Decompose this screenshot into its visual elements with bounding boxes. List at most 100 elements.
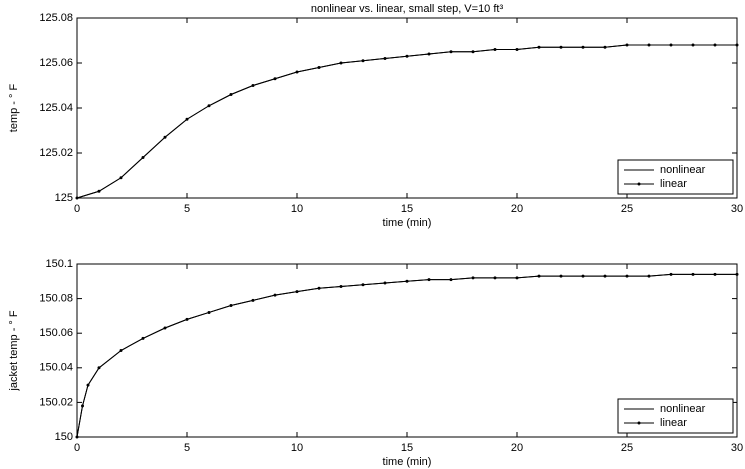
legend-label: linear	[660, 417, 687, 429]
series-marker	[427, 278, 431, 282]
series-marker	[471, 50, 475, 54]
series-marker	[493, 48, 497, 51]
series-marker	[141, 156, 145, 159]
series-marker	[361, 283, 365, 287]
series-marker	[383, 281, 387, 285]
y-tick-label: 125.04	[39, 102, 73, 114]
series-marker	[713, 43, 717, 47]
x-tick-label: 25	[621, 442, 633, 454]
series-marker	[603, 274, 607, 278]
series-marker	[581, 274, 585, 278]
series-marker	[471, 276, 475, 280]
series-marker	[581, 45, 585, 49]
series-marker	[537, 45, 541, 49]
series-marker	[449, 278, 453, 282]
series-marker	[97, 366, 101, 370]
series-marker	[251, 84, 255, 87]
series-marker	[515, 276, 519, 280]
y-tick-label: 150.1	[45, 258, 73, 270]
series-marker	[449, 50, 453, 54]
y-tick-label: 150.06	[39, 327, 73, 339]
legend-label: nonlinear	[660, 403, 706, 415]
series-marker	[559, 274, 563, 278]
series-marker	[669, 43, 673, 47]
x-tick-label: 0	[74, 442, 80, 454]
y-tick-label: 125.06	[39, 57, 73, 69]
series-marker	[119, 349, 123, 352]
series-marker	[273, 293, 277, 297]
series-marker	[339, 61, 343, 65]
x-axis-label: time (min)	[383, 217, 432, 229]
series-marker	[185, 117, 189, 121]
series-marker	[647, 43, 651, 47]
y-tick-label: 150.08	[39, 293, 73, 305]
series-marker	[251, 298, 255, 302]
series-marker	[295, 70, 299, 74]
y-tick-label: 150.04	[39, 362, 73, 374]
x-tick-label: 20	[511, 442, 523, 454]
y-tick-label: 125.02	[39, 147, 73, 159]
y-axis-label: jacket temp - ° F	[8, 310, 20, 391]
legend-label: linear	[660, 178, 687, 190]
legend-marker	[637, 182, 641, 186]
series-marker	[97, 189, 101, 193]
series-marker	[691, 272, 695, 276]
series-marker	[185, 317, 189, 321]
series-marker	[75, 196, 79, 200]
series-marker	[713, 272, 717, 276]
series-marker	[647, 274, 651, 278]
series-marker	[559, 45, 563, 49]
series-marker	[273, 77, 277, 81]
series-marker	[295, 290, 299, 294]
y-axis-label: temp - ° F	[8, 84, 20, 133]
series-marker	[735, 43, 739, 47]
series-marker	[119, 176, 123, 180]
series-marker	[229, 93, 233, 96]
series-marker	[361, 59, 365, 63]
series-marker	[339, 284, 343, 288]
y-tick-label: 150.02	[39, 396, 73, 408]
series-marker	[625, 274, 629, 278]
y-tick-label: 125	[55, 192, 73, 204]
x-tick-label: 30	[731, 203, 743, 215]
x-tick-label: 5	[184, 203, 190, 215]
x-tick-label: 10	[291, 203, 303, 215]
x-tick-label: 10	[291, 442, 303, 454]
legend-box	[617, 159, 734, 195]
series-marker	[81, 404, 84, 408]
x-tick-label: 5	[184, 442, 190, 454]
series-marker	[625, 43, 629, 47]
series-marker	[691, 43, 695, 47]
series-marker	[229, 304, 233, 308]
series-marker	[405, 279, 409, 283]
series-marker	[427, 52, 431, 56]
x-tick-label: 30	[731, 442, 743, 454]
series-marker	[383, 57, 387, 60]
series-marker	[317, 66, 321, 69]
series-marker	[207, 104, 211, 108]
x-tick-label: 15	[401, 442, 413, 454]
x-axis-label: time (min)	[383, 456, 432, 468]
series-marker	[317, 286, 321, 290]
series-marker	[537, 274, 541, 278]
series-marker	[603, 45, 607, 49]
series-marker	[405, 54, 409, 58]
x-tick-label: 0	[74, 203, 80, 215]
x-tick-label: 15	[401, 203, 413, 215]
legend-label: nonlinear	[660, 164, 706, 176]
series-marker	[75, 435, 79, 439]
series-marker	[86, 383, 90, 387]
series-marker	[669, 272, 673, 276]
series-marker	[515, 48, 519, 51]
x-tick-label: 25	[621, 203, 633, 215]
series-marker	[163, 135, 167, 139]
x-tick-label: 20	[511, 203, 523, 215]
legend-marker	[637, 421, 641, 425]
series-marker	[163, 326, 167, 330]
series-marker	[207, 310, 211, 314]
series-marker	[493, 276, 497, 280]
y-tick-label: 150	[55, 431, 73, 443]
chart-title: nonlinear vs. linear, small step, V=10 f…	[311, 3, 504, 15]
legend-box	[617, 398, 734, 434]
